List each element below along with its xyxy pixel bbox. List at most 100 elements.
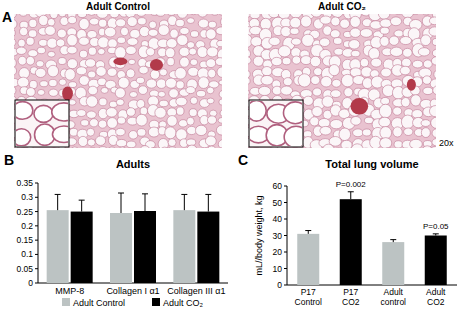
alveolus — [189, 109, 197, 117]
bar — [47, 210, 69, 283]
alveolus — [59, 79, 67, 85]
micrograph — [248, 14, 436, 148]
alveolus — [137, 18, 146, 25]
y-tick-label: 60 — [273, 181, 283, 191]
label-line: CO2 — [342, 297, 360, 307]
alveolus — [90, 119, 99, 127]
alveolus — [333, 148, 345, 149]
alveolus — [187, 117, 195, 125]
alveolus — [389, 36, 399, 45]
alveolus — [198, 19, 209, 28]
alveolus — [216, 27, 222, 35]
plot-area — [297, 192, 447, 285]
alveolus — [139, 26, 149, 36]
y-tick-label: 0.2 — [21, 221, 33, 231]
error-cap — [390, 239, 396, 240]
alveolus — [283, 78, 292, 86]
alveolus — [290, 17, 301, 28]
alveolus — [108, 39, 118, 48]
alveolus — [219, 147, 222, 148]
y-tick-label: 0.3 — [21, 192, 33, 202]
alveolus — [40, 81, 48, 87]
alveolus — [20, 27, 28, 36]
alveolus — [206, 29, 216, 40]
alveolus — [432, 129, 436, 138]
alveolus — [168, 139, 176, 147]
alveolus — [189, 48, 197, 55]
alveolus — [96, 66, 106, 76]
y-tick — [35, 183, 38, 184]
panel-label: A — [2, 9, 12, 25]
panel-label: C — [238, 152, 248, 168]
alveolus — [196, 90, 205, 96]
error-cap — [55, 194, 61, 195]
alveolus — [262, 66, 272, 75]
alveolus — [411, 95, 421, 106]
alveolus — [198, 77, 209, 89]
alveolus — [186, 87, 196, 94]
alveolus — [432, 38, 436, 45]
alveolus — [381, 97, 390, 104]
alveolus — [350, 16, 360, 27]
vessel — [150, 59, 163, 71]
alveolus — [87, 128, 95, 136]
y-tick — [35, 283, 38, 284]
y-tick — [284, 235, 287, 236]
alveolus — [26, 88, 35, 97]
alveolus — [116, 19, 126, 27]
alveolus — [421, 128, 430, 138]
alveolus — [198, 14, 207, 17]
alveolus — [165, 78, 176, 88]
alveolus — [126, 46, 137, 54]
alveolus — [146, 48, 155, 56]
y-tick — [284, 268, 287, 269]
chart-title: Adults — [116, 158, 150, 170]
y-tick — [284, 202, 287, 203]
alveolus — [290, 28, 299, 35]
alveolus — [410, 14, 421, 15]
y-tick-label: 20 — [273, 247, 283, 257]
alveolus — [58, 58, 66, 65]
alveolus — [344, 88, 353, 97]
alveolus — [179, 47, 190, 56]
alveolus — [341, 140, 352, 148]
alveolus — [115, 88, 125, 98]
y-tick — [284, 219, 287, 220]
alveolus — [107, 68, 117, 76]
alveolus — [110, 14, 119, 18]
alveolus — [167, 58, 175, 66]
alveolus — [393, 127, 402, 137]
alveolus — [165, 127, 176, 139]
alveolus — [87, 30, 97, 38]
alveolus — [14, 14, 17, 19]
micrograph — [14, 14, 222, 148]
alveolus — [207, 47, 218, 57]
tissue — [14, 14, 222, 148]
alveolus — [86, 96, 98, 107]
alveolus — [429, 17, 436, 25]
alveolus — [400, 66, 410, 75]
alveolus — [177, 35, 188, 46]
alveolus — [88, 47, 96, 55]
alveolus — [155, 107, 166, 118]
alveolus — [379, 104, 392, 118]
alveolus — [360, 58, 368, 67]
alveolus — [16, 102, 33, 120]
alveolus — [298, 74, 311, 87]
alveolus — [412, 60, 423, 68]
bar — [173, 210, 195, 283]
alveolus — [79, 37, 90, 45]
alveolus — [404, 128, 413, 136]
alveolus — [169, 89, 179, 98]
y-tick-label: 0.25 — [16, 207, 33, 217]
alveolus — [49, 89, 58, 96]
alveolus — [176, 19, 185, 26]
alveolus — [312, 107, 323, 117]
alveolus — [52, 126, 68, 142]
alveolus — [218, 117, 222, 123]
alveolus — [284, 126, 302, 146]
alveolus — [207, 87, 214, 94]
alveolus — [167, 147, 178, 148]
alveolus — [221, 18, 222, 26]
error-bar — [205, 194, 211, 211]
